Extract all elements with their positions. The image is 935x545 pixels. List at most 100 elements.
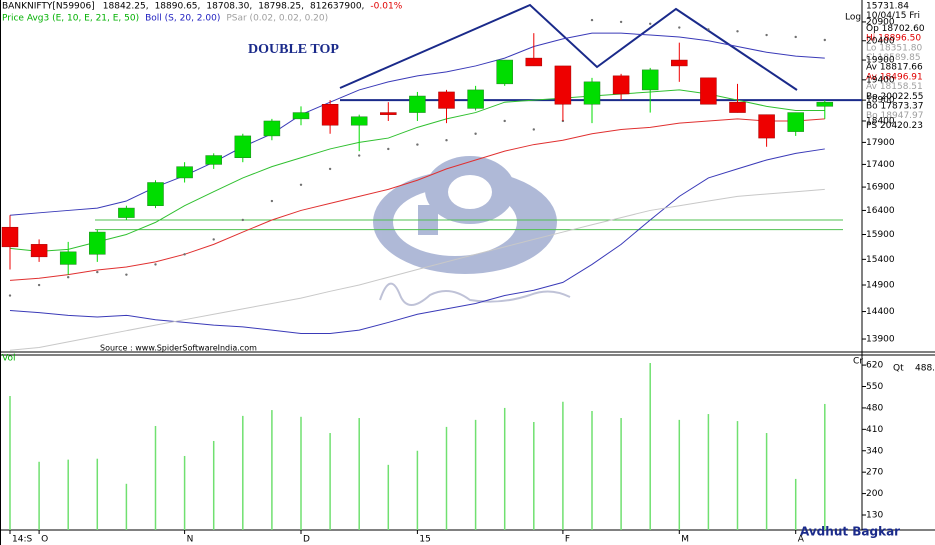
pattern-line xyxy=(339,3,798,91)
y-tick-label: 19400 xyxy=(866,75,895,85)
candle-body xyxy=(118,207,135,218)
y-tick-label: 18400 xyxy=(866,116,895,126)
indicator-line xyxy=(9,148,825,334)
legend-label: PSar (0.02, 0.02, 0.20) xyxy=(226,14,328,24)
info-text: Av 18496.91 xyxy=(866,72,923,82)
y-tick-label: 270 xyxy=(866,468,883,478)
psar-dot xyxy=(96,270,99,274)
y-tick-label: 620 xyxy=(866,361,883,371)
x-tick-label: N xyxy=(187,535,194,545)
candle-body xyxy=(758,114,775,139)
psar-dot xyxy=(823,38,826,42)
psar-dot xyxy=(8,294,12,297)
psar-dot xyxy=(474,132,477,135)
y-tick-label: 14900 xyxy=(866,281,895,291)
info-text: Hi 18896.50 xyxy=(866,34,921,44)
psar-dot xyxy=(358,154,361,157)
candle-body xyxy=(147,182,164,206)
quote-value: -0.01% xyxy=(370,2,402,12)
candle-body xyxy=(612,75,630,95)
y-tick-label: 17400 xyxy=(866,160,895,170)
y-tick-label: 18900 xyxy=(866,96,895,106)
y-tick-label: 480 xyxy=(866,403,883,413)
psar-dot xyxy=(678,26,681,29)
psar-dot xyxy=(183,253,186,256)
y-tick-label: 20400 xyxy=(866,36,895,46)
candle-body xyxy=(554,65,572,105)
candle-body xyxy=(205,155,222,165)
candle-body xyxy=(59,251,77,265)
candle-body xyxy=(787,112,804,132)
info-text: Bo 17873.37 xyxy=(866,102,924,112)
info-text: Lo 18351.80 xyxy=(866,43,922,53)
psar-dot xyxy=(649,22,652,25)
candle-body xyxy=(816,101,834,107)
psar-dot xyxy=(154,263,157,266)
x-tick-label: 14:S xyxy=(12,535,32,545)
candle-body xyxy=(89,231,106,255)
psar-dot xyxy=(503,119,506,123)
psar-dot xyxy=(125,273,128,276)
y-tick-label: 410 xyxy=(866,425,883,435)
candle-body xyxy=(729,101,746,113)
psar-dot xyxy=(794,35,797,39)
y-tick-label: 17900 xyxy=(866,138,895,148)
y-tick-label: 340 xyxy=(866,446,883,456)
candle-body xyxy=(176,166,193,179)
psar-dot xyxy=(590,18,594,22)
candle-body xyxy=(671,59,688,67)
psar-dot xyxy=(212,238,215,241)
info-text: Bo 18947.97 xyxy=(866,111,924,121)
info-text: Cl 18589.85 xyxy=(866,53,921,63)
psar-dot xyxy=(37,283,41,287)
y-tick-label: 550 xyxy=(866,382,883,392)
psar-dot xyxy=(328,167,332,171)
candle-body xyxy=(409,95,426,113)
x-tick-label: 15 xyxy=(419,535,430,545)
candle-body xyxy=(583,81,601,105)
x-tick-label: M xyxy=(681,535,689,545)
info-text: Av 18817.66 xyxy=(866,63,923,73)
psar-dot xyxy=(532,128,535,131)
source: Source : www.SpiderSoftwareIndia.com xyxy=(100,344,257,353)
quote-value: 18890.65, xyxy=(155,2,201,12)
candle-body xyxy=(321,104,339,126)
indicator-line xyxy=(9,188,825,351)
psar-dot xyxy=(299,183,303,186)
quote-value: 18842.25, xyxy=(103,2,149,12)
info-text: PS 20420.23 xyxy=(866,121,923,131)
psar-dot xyxy=(387,147,390,151)
corner-label: Qt xyxy=(893,364,904,374)
info-text: Op 18702.60 xyxy=(866,24,925,34)
candle-body xyxy=(641,69,659,91)
quote-value: 18708.30, xyxy=(206,2,252,12)
y-tick-label: 15400 xyxy=(866,255,895,265)
psar-dot xyxy=(270,199,274,203)
info-text: 15731.84 xyxy=(866,2,909,12)
indicator-line xyxy=(9,32,825,216)
psar-dot xyxy=(561,119,565,123)
y-tick-label: 15900 xyxy=(866,230,895,240)
y-tick-label: 200 xyxy=(866,489,883,499)
candle-body xyxy=(263,120,281,137)
psar-dot xyxy=(707,28,710,31)
y-tick-label: 16900 xyxy=(866,183,895,193)
psar-dot xyxy=(416,143,419,146)
candle-body xyxy=(234,135,252,158)
panel-label: Vol xyxy=(2,354,15,364)
info-text: Av 18158.51 xyxy=(866,82,923,92)
psar-dot xyxy=(445,139,448,142)
psar-dot xyxy=(241,218,244,222)
candle-body xyxy=(350,116,368,126)
y-tick-label: 20900 xyxy=(866,17,895,27)
candle-body xyxy=(700,77,717,105)
x-tick-label: O xyxy=(41,535,48,545)
indicator-line xyxy=(9,89,825,252)
x-tick-label: F xyxy=(565,535,570,545)
x-tick-label: A xyxy=(798,535,805,545)
candle-body xyxy=(292,112,310,120)
quote-value: 18798.25, xyxy=(258,2,304,12)
legend-label: Price Avg3 (E, 10, E, 21, E, 50) xyxy=(2,14,139,24)
candle-body xyxy=(525,57,543,67)
